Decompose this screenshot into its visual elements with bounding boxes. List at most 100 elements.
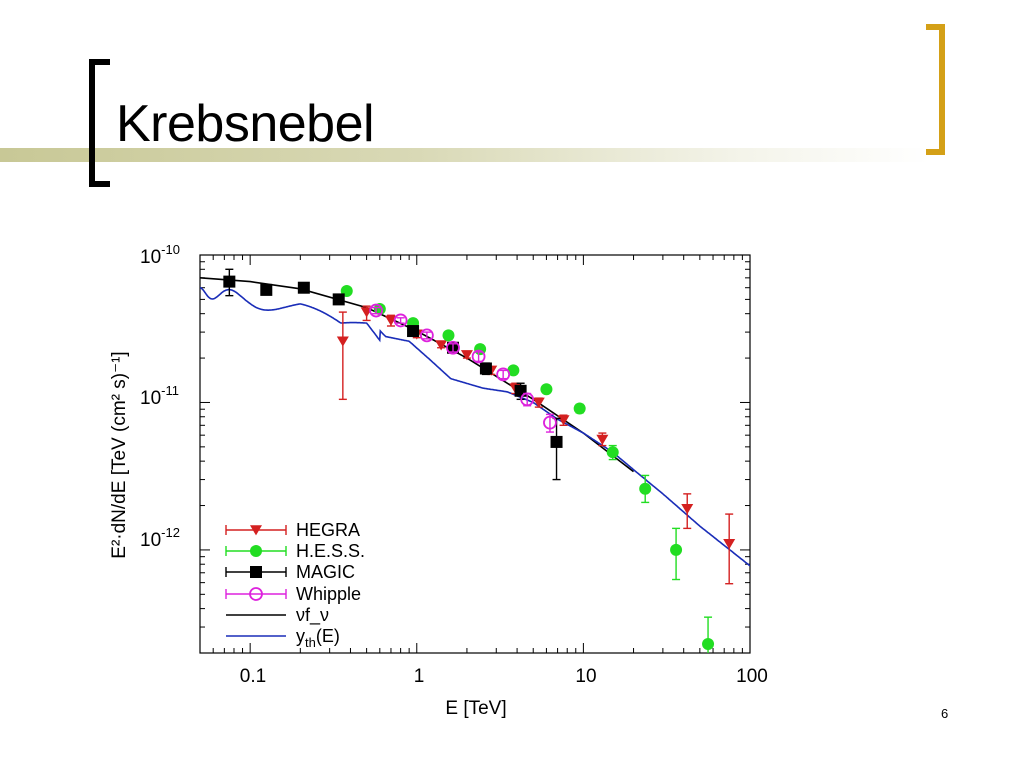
x-axis-tick-labels: 0.1 1 10 100: [240, 666, 768, 687]
y-tick-label: 10-11: [140, 383, 179, 409]
model-curves: [200, 277, 750, 567]
data-point: [446, 340, 460, 355]
hegra-marker: [596, 434, 609, 445]
hegra-marker: [681, 504, 694, 515]
x-tick-label: 1: [414, 666, 425, 687]
hegra-marker: [532, 397, 545, 408]
whipple-marker: [446, 340, 460, 355]
data-point: [407, 325, 420, 338]
hegra-marker: [460, 350, 473, 361]
data-point: [532, 397, 545, 408]
whipple-marker: [249, 587, 263, 601]
hess-marker: [507, 364, 520, 377]
data-point: [471, 349, 486, 364]
x-tick-label: 10: [575, 666, 596, 687]
x-axis-title: E [TeV]: [445, 698, 506, 719]
data-point: [479, 362, 492, 376]
x-tick-label: 0.1: [240, 666, 266, 687]
hess-marker: [606, 446, 619, 459]
data-point: [520, 392, 535, 407]
magic-marker: [479, 362, 492, 375]
y-tick-label: 10-10: [140, 242, 180, 268]
data-point: [639, 474, 652, 504]
hess-marker: [670, 543, 683, 556]
hess-marker: [702, 638, 715, 651]
legend-label: yth(E): [296, 626, 340, 650]
whipple-marker: [496, 367, 511, 382]
data-point: [297, 281, 310, 294]
data-point: [496, 367, 511, 382]
legend-item: MAGIC: [225, 562, 355, 582]
yth-curve: [200, 286, 750, 567]
magic-marker: [297, 281, 310, 294]
hess-marker: [250, 545, 262, 557]
hegra-marker: [384, 315, 397, 326]
data-points: [223, 268, 736, 653]
legend-item: Whipple: [225, 584, 361, 604]
magic-marker: [407, 325, 420, 338]
hegra-marker: [723, 539, 736, 550]
data-point: [332, 293, 345, 306]
whipple-marker: [393, 313, 408, 328]
data-point: [723, 513, 736, 585]
x-tick-label: 100: [736, 666, 768, 687]
y-tick-label: 10-12: [140, 525, 180, 551]
y-axis-tick-labels: 10-10 10-11 10-12: [140, 242, 180, 551]
data-point: [419, 328, 434, 343]
data-point: [393, 313, 408, 328]
data-point: [543, 413, 557, 433]
hegra-marker: [435, 340, 448, 351]
data-point: [606, 444, 619, 461]
title-underline-bar: [0, 148, 930, 162]
legend-label: H.E.S.S.: [296, 541, 365, 561]
nufnu-curve: [200, 277, 634, 473]
data-point: [681, 493, 694, 530]
data-point: [514, 382, 527, 401]
data-point: [223, 268, 236, 297]
whipple-marker: [369, 303, 383, 318]
data-point: [670, 527, 683, 581]
data-point: [573, 402, 586, 415]
legend-label: νf_ν: [296, 605, 329, 626]
right-bracket: [926, 24, 945, 155]
magic-marker: [223, 275, 236, 288]
data-point: [435, 340, 448, 351]
data-point: [596, 432, 609, 447]
whipple-marker: [543, 415, 557, 430]
data-point: [540, 383, 553, 396]
left-bracket: [89, 59, 110, 187]
data-point: [384, 314, 397, 327]
legend-item: νf_ν: [226, 605, 329, 626]
hess-marker: [573, 402, 586, 415]
magic-marker: [332, 293, 345, 306]
legend-label: Whipple: [296, 584, 361, 604]
slide-title: Krebsnebel: [116, 95, 375, 153]
data-point: [260, 283, 273, 296]
hegra-marker: [336, 336, 349, 347]
data-point: [460, 350, 473, 361]
whipple-marker: [471, 349, 486, 364]
hess-marker: [442, 329, 455, 342]
legend-label: MAGIC: [296, 562, 355, 582]
legend-item: yth(E): [226, 626, 340, 650]
legend-item: HEGRA: [225, 520, 360, 540]
hess-marker: [639, 482, 652, 495]
magic-marker: [250, 566, 262, 578]
hess-marker: [540, 383, 553, 396]
plot-frame: [199, 254, 751, 654]
data-point: [702, 616, 715, 653]
whipple-marker: [419, 328, 434, 343]
legend-label: HEGRA: [296, 520, 360, 540]
legend-item: H.E.S.S.: [225, 541, 365, 561]
page-number: 6: [941, 706, 949, 721]
magic-marker: [550, 435, 563, 448]
y-axis-title: E²·dN/dE [TeV (cm² s)⁻¹]: [109, 351, 130, 558]
magic-marker: [514, 384, 527, 397]
whipple-marker: [520, 392, 535, 407]
data-point: [442, 329, 455, 342]
hegra-marker: [250, 525, 262, 536]
magic-marker: [260, 283, 273, 296]
data-point: [336, 311, 349, 401]
